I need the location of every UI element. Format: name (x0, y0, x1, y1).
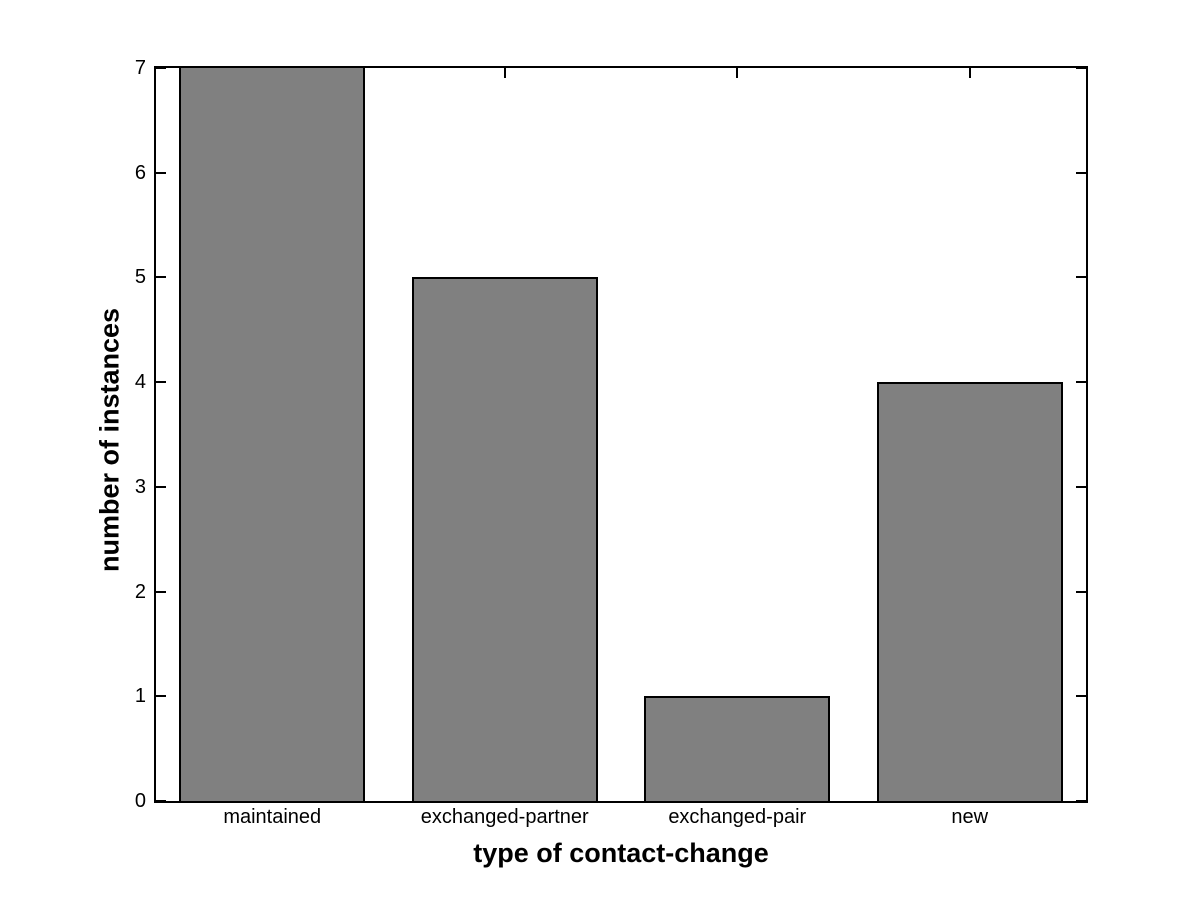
plot-area (154, 66, 1088, 803)
x-tick-top-exchanged-pair (736, 68, 739, 78)
y-tick-right-0 (1076, 800, 1086, 802)
y-tick-left-3 (156, 485, 166, 488)
y-tick-right-2 (1076, 590, 1086, 593)
x-tick-label-exchanged-partner: exchanged-partner (420, 806, 589, 828)
bar-exchanged-pair (644, 696, 831, 801)
bar-new (876, 382, 1063, 801)
bar-exchanged-partner (411, 277, 598, 801)
y-tick-right-7 (1076, 67, 1086, 69)
x-axis-label: type of contact-change (473, 838, 769, 868)
y-tick-left-5 (156, 276, 166, 279)
y-tick-right-3 (1076, 485, 1086, 488)
x-tick-top-new (968, 68, 971, 78)
y-tick-right-5 (1076, 276, 1086, 279)
y-tick-label-7: 7 (134, 57, 146, 79)
y-tick-label-6: 6 (134, 161, 146, 184)
y-tick-label-5: 5 (134, 266, 146, 289)
y-tick-left-2 (156, 590, 166, 593)
y-tick-label-1: 1 (134, 685, 146, 708)
x-tick-top-exchanged-partner (503, 68, 506, 78)
y-tick-right-4 (1076, 381, 1086, 384)
x-tick-label-exchanged-pair: exchanged-pair (668, 806, 807, 828)
y-tick-right-6 (1076, 171, 1086, 174)
x-tick-label-maintained: maintained (223, 806, 322, 828)
y-tick-left-1 (156, 695, 166, 698)
y-tick-left-7 (156, 67, 166, 69)
y-tick-left-0 (156, 800, 166, 802)
y-tick-label-3: 3 (134, 475, 146, 498)
bar-maintained (179, 66, 366, 801)
y-tick-left-6 (156, 171, 166, 174)
y-tick-label-2: 2 (134, 580, 146, 603)
y-tick-label-4: 4 (134, 371, 146, 394)
y-axis-label: number of instances (94, 307, 125, 573)
y-tick-label-0: 0 (134, 790, 146, 812)
y-tick-right-1 (1076, 695, 1086, 698)
x-tick-label-new: new (951, 806, 989, 828)
y-tick-left-4 (156, 381, 166, 384)
